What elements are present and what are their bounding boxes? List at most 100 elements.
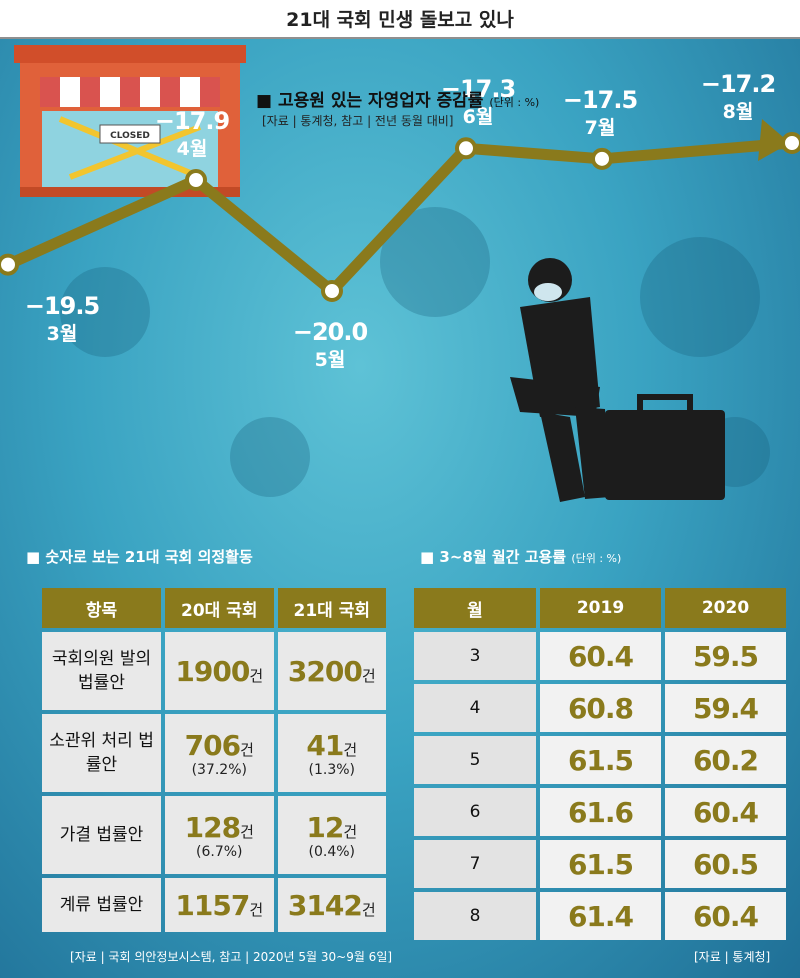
value-2020: 60.4 <box>665 788 786 836</box>
assembly-source: [자료 | 국회 의안정보시스템, 참고 | 2020년 5월 30~9월 6일… <box>70 950 393 964</box>
category-label: 5월 <box>314 349 346 371</box>
data-label: −17.2 <box>700 70 776 98</box>
businessman-illustration <box>510 258 725 502</box>
cell-20th: 1157건 <box>165 878 274 932</box>
month-cell: 4 <box>414 684 536 732</box>
table-row: 3 60.4 59.5 <box>414 632 786 680</box>
column-header: 21대 국회 <box>277 588 386 628</box>
cell-unit: 건 <box>240 822 254 841</box>
month-cell: 6 <box>414 788 536 836</box>
cell-percent: (0.4%) <box>308 843 356 860</box>
month-cell: 8 <box>414 892 536 940</box>
assembly-title-text: 숫자로 보는 21대 국회 의정활동 <box>45 548 253 566</box>
month-cell: 3 <box>414 632 536 680</box>
employment-source: [자료 | 통계청] <box>694 950 771 964</box>
data-label: −17.3 <box>440 75 516 104</box>
table-row: 7 61.5 60.5 <box>414 840 786 888</box>
column-header: 20대 국회 <box>165 588 274 628</box>
value-2020: 60.4 <box>665 892 786 940</box>
value-2020: 60.2 <box>665 736 786 784</box>
value-2019: 60.4 <box>540 632 661 680</box>
virus-decoration <box>60 267 150 357</box>
cell-percent: (6.7%) <box>196 843 243 860</box>
cell-value: 128 <box>184 810 241 844</box>
value-2019: 61.4 <box>540 892 661 940</box>
closed-sign-text: CLOSED <box>110 131 150 141</box>
table-row: 소관위 처리 법률안 706건 (37.2%) 41건 (1.3%) <box>42 714 386 792</box>
value-2020: 59.5 <box>665 632 786 680</box>
table-row: 4 60.8 59.4 <box>414 684 786 732</box>
table-row: 가결 법률안 128건 (6.7%) 12건 (0.4%) <box>42 796 386 874</box>
cell-20th: 128건 (6.7%) <box>165 796 274 874</box>
category-label: 4월 <box>176 138 208 160</box>
cell-value: 41 <box>306 728 344 762</box>
title-bar: 21대 국회 민생 돌보고 있나 <box>0 0 800 39</box>
value-2019: 61.5 <box>540 840 661 888</box>
value-2019: 61.5 <box>540 736 661 784</box>
cell-21st: 12건 (0.4%) <box>277 796 386 874</box>
data-point <box>321 280 343 302</box>
cell-unit: 건 <box>361 900 376 919</box>
row-label: 소관위 처리 법률안 <box>42 714 162 792</box>
data-point <box>0 253 19 276</box>
shop-illustration: CLOSED <box>14 45 246 197</box>
data-label: −17.5 <box>562 85 638 114</box>
cell-20th: 1900건 <box>165 632 274 710</box>
cell-percent: (37.2%) <box>191 761 247 778</box>
series-line <box>5 137 793 299</box>
category-label: 3월 <box>46 322 78 345</box>
value-2019: 61.6 <box>540 788 661 836</box>
column-header: 항목 <box>42 588 162 628</box>
chart-unit: (단위 : %) <box>489 96 540 109</box>
cell-21st: 3142건 <box>277 878 386 932</box>
cell-value: 12 <box>306 810 344 844</box>
closed-sign <box>99 124 161 144</box>
page-title: 21대 국회 민생 돌보고 있나 <box>286 9 514 31</box>
virus-decoration <box>640 237 760 357</box>
data-label: −19.5 <box>24 291 100 320</box>
cell-21st: 41건 (1.3%) <box>277 714 386 792</box>
chart-title-text: 고용원 있는 자영업자 증감률 <box>277 91 484 111</box>
row-label: 가결 법률안 <box>42 796 162 874</box>
virus-decoration <box>230 417 310 497</box>
cell-unit: 건 <box>249 666 264 685</box>
cell-percent: (1.3%) <box>308 761 356 778</box>
table-row: 8 61.4 60.4 <box>414 892 786 940</box>
cell-value: 1900 <box>175 654 250 688</box>
table-row: 6 61.6 60.4 <box>414 788 786 836</box>
employment-unit: (단위 : %) <box>571 552 622 565</box>
chart-title: ■ 고용원 있는 자영업자 증감률 (단위 : %) <box>256 91 540 111</box>
data-point <box>455 137 477 160</box>
cell-value: 1157 <box>175 888 250 922</box>
data-point <box>591 147 613 170</box>
assembly-table: 항목 20대 국회 21대 국회 국회의원 발의 법률안 1900건 3200건… <box>38 584 390 936</box>
column-header: 2020 <box>665 588 786 628</box>
row-label: 국회의원 발의 법률안 <box>42 632 162 710</box>
line-series <box>0 119 800 302</box>
cell-value: 3142 <box>287 888 363 922</box>
column-header: 2019 <box>540 588 661 628</box>
cell-unit: 건 <box>240 740 254 759</box>
employment-table: 월 2019 2020 3 60.4 59.5 4 60.8 59.4 5 61.5 60.… <box>410 584 790 944</box>
data-label: −17.9 <box>154 107 230 135</box>
data-label: −20.0 <box>292 318 368 346</box>
table-row: 5 61.5 60.2 <box>414 736 786 784</box>
month-cell: 5 <box>414 736 536 784</box>
cell-20th: 706건 (37.2%) <box>165 714 274 792</box>
employment-section-title: ■ 3~8월 월간 고용률 (단위 : %) <box>420 548 622 566</box>
data-point <box>781 132 800 154</box>
cell-unit: 건 <box>343 740 358 759</box>
category-label: 8월 <box>722 101 754 123</box>
cell-value: 706 <box>184 728 241 762</box>
cell-21st: 3200건 <box>277 632 386 710</box>
table-row: 국회의원 발의 법률안 1900건 3200건 <box>42 632 386 710</box>
data-point <box>185 169 207 191</box>
chart-source: [자료 | 통계청, 참고 | 전년 동월 대비] <box>262 114 454 128</box>
line-chart: CLOSED <box>0 45 800 502</box>
month-cell: 7 <box>414 840 536 888</box>
cell-unit: 건 <box>361 666 376 685</box>
row-label: 계류 법률안 <box>42 878 162 932</box>
cell-unit: 건 <box>343 822 358 841</box>
column-header: 월 <box>414 588 536 628</box>
value-2020: 59.4 <box>665 684 786 732</box>
